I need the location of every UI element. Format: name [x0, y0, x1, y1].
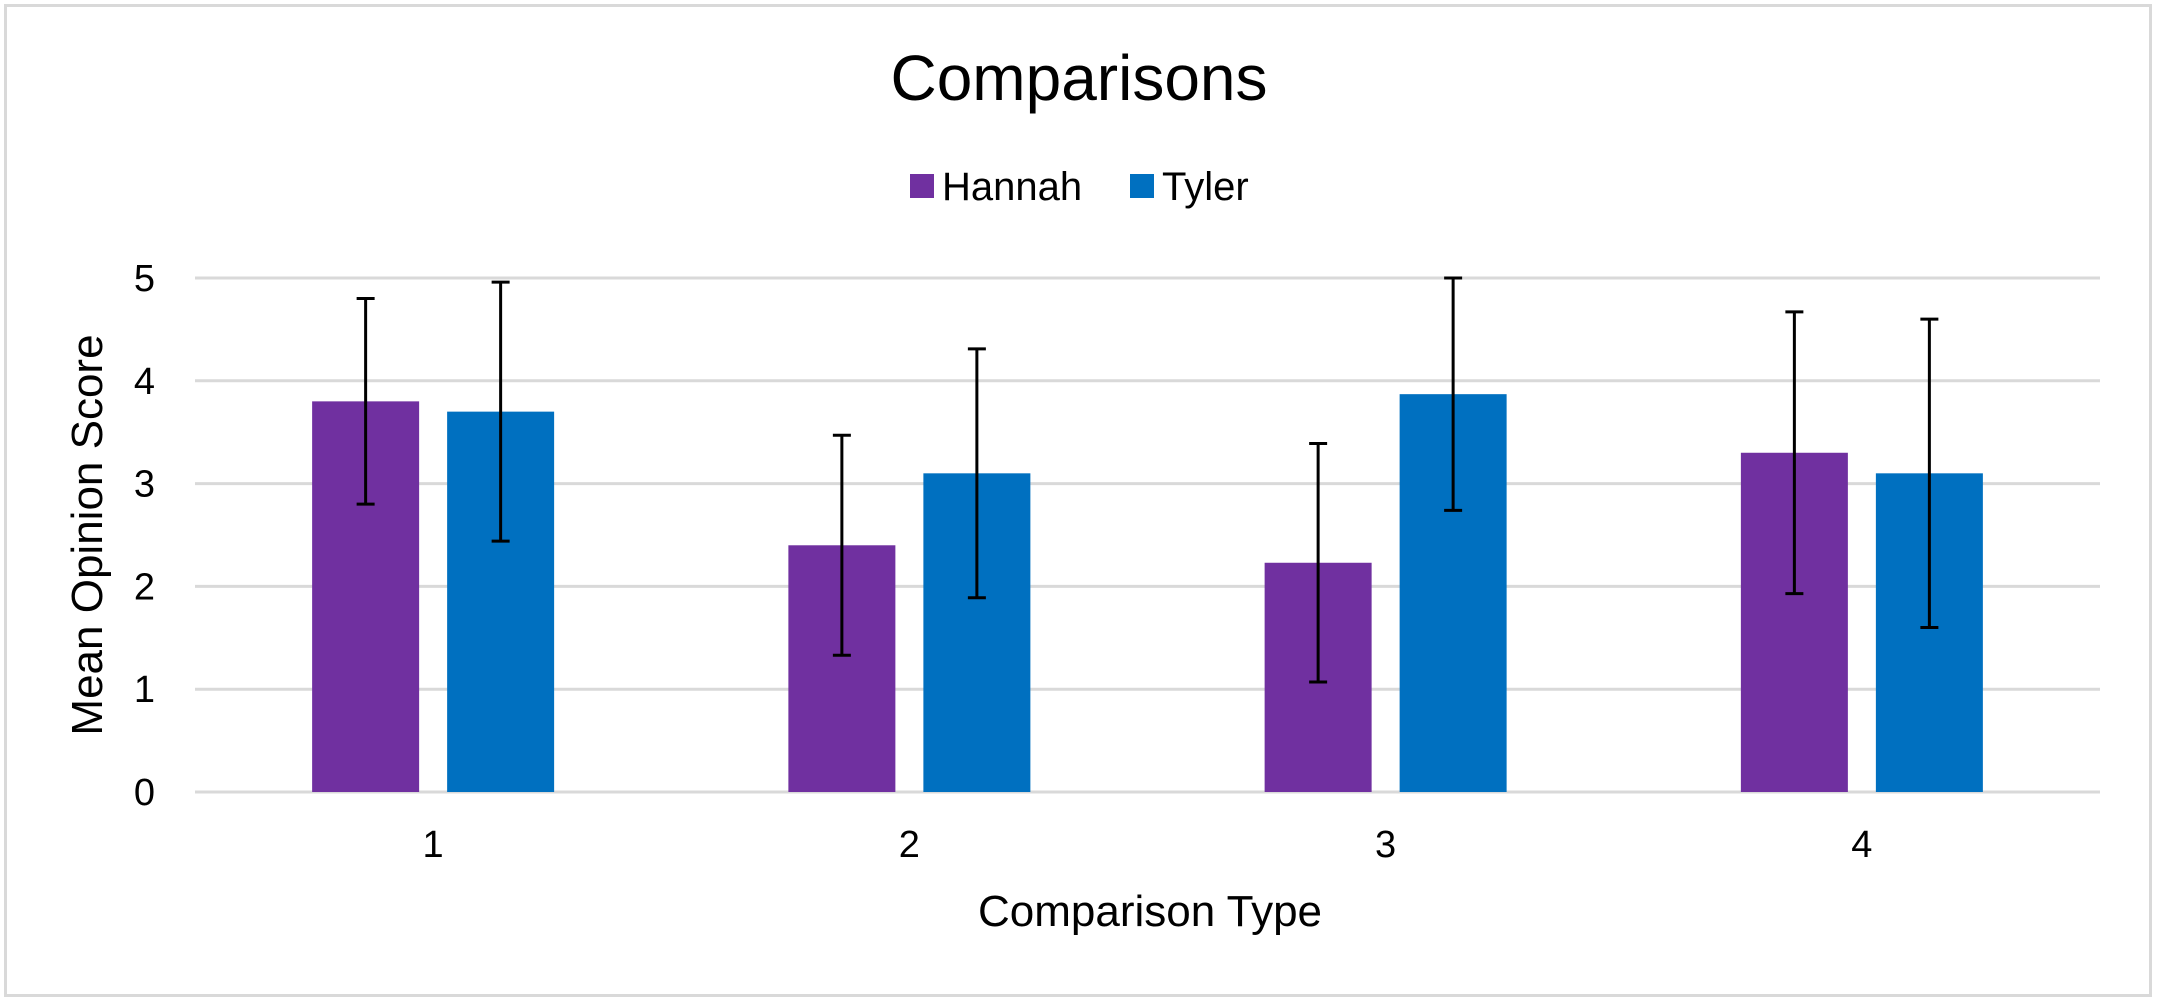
legend: Hannah Tyler — [910, 165, 1249, 209]
error-bar-tyler-3 — [1444, 276, 1463, 512]
error-bar-tyler-2 — [967, 347, 986, 600]
x-tick-label: 1 — [423, 824, 444, 866]
legend-swatch-hannah — [910, 174, 934, 198]
legend-swatch-tyler — [1130, 174, 1154, 198]
legend-label-tyler: Tyler — [1162, 165, 1249, 209]
x-tick-labels: 1 2 3 4 — [423, 824, 1873, 866]
error-bar-hannah-2 — [832, 433, 851, 657]
y-tick-label: 4 — [134, 361, 155, 403]
x-tick-label: 3 — [1375, 824, 1396, 866]
error-bars — [356, 276, 1939, 684]
y-tick-labels: 0 1 2 3 4 5 — [134, 258, 155, 814]
x-tick-label: 4 — [1851, 824, 1872, 866]
y-tick-label: 1 — [134, 669, 155, 711]
legend-label-hannah: Hannah — [942, 165, 1082, 209]
error-bar-tyler-1 — [491, 280, 510, 543]
y-axis-title: Mean Opinion Score — [63, 334, 112, 735]
y-tick-label: 3 — [134, 464, 155, 506]
error-bar-tyler-4 — [1920, 317, 1939, 630]
chart-title: Comparisons — [890, 42, 1267, 114]
x-axis-title: Comparison Type — [978, 887, 1322, 936]
y-tick-label: 2 — [134, 566, 155, 608]
error-bar-hannah-4 — [1785, 310, 1804, 596]
y-tick-label: 5 — [134, 258, 155, 300]
error-bar-hannah-1 — [356, 297, 375, 506]
x-tick-label: 2 — [899, 824, 920, 866]
y-tick-label: 0 — [134, 772, 155, 814]
bars — [312, 394, 1983, 792]
error-bar-hannah-3 — [1309, 442, 1328, 684]
